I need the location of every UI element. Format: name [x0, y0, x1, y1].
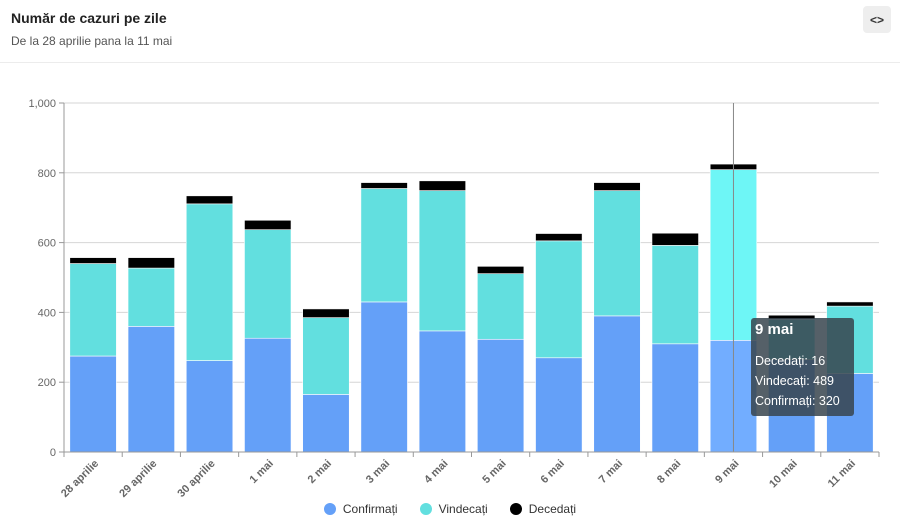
bar-decedati[interactable] — [418, 180, 466, 191]
tooltip-title: 9 mai — [755, 321, 794, 338]
bar-decedati[interactable] — [127, 257, 175, 269]
bar-decedati[interactable] — [302, 308, 350, 318]
bar-decedati[interactable] — [593, 182, 641, 191]
x-tick-label: 4 mai — [422, 458, 450, 486]
bar-vindecati[interactable] — [418, 190, 466, 332]
x-tick-label: 9 mai — [713, 458, 741, 486]
x-tick-label: 30 aprilie — [175, 458, 217, 500]
bar-vindecati[interactable] — [127, 267, 175, 327]
y-tick-label: 800 — [38, 168, 56, 180]
y-tick-label: 200 — [38, 377, 56, 389]
tooltip-line-confirmati: Confirmați: 320 — [755, 394, 840, 408]
bar-vindecati[interactable] — [69, 263, 117, 357]
bar-decedati[interactable] — [651, 232, 699, 246]
bar-vindecati[interactable] — [535, 240, 583, 359]
chart-header: Număr de cazuri pe zile De la 28 aprilie… — [0, 0, 900, 63]
chart-subtitle: De la 28 aprilie pana la 11 mai — [11, 34, 173, 48]
x-tick-label: 29 aprilie — [117, 458, 159, 500]
bar-vindecati[interactable] — [185, 203, 234, 361]
chart-tooltip: 9 mai Decedați: 16 Vindecați: 489 Confir… — [751, 318, 854, 416]
bar-confirmati[interactable] — [418, 330, 466, 453]
bar-vindecati[interactable] — [360, 188, 408, 303]
tooltip-line-decedati: Decedați: 16 — [755, 354, 826, 368]
bar-vindecati[interactable] — [593, 190, 641, 317]
x-tick-label: 5 mai — [480, 458, 508, 486]
legend-item-decedati[interactable]: Decedați — [509, 502, 577, 516]
legend-dot-decedati — [509, 503, 522, 515]
y-tick-label: 1,000 — [28, 98, 56, 110]
legend-item-vindecati[interactable]: Vindecați — [419, 502, 488, 516]
bar-vindecati[interactable] — [302, 317, 350, 395]
embed-code-button[interactable]: <> — [863, 6, 891, 33]
chart-title: Număr de cazuri pe zile — [11, 10, 167, 26]
x-tick-label: 10 mai — [767, 458, 800, 491]
bar-decedati[interactable] — [244, 219, 292, 230]
x-tick-label: 11 mai — [826, 458, 858, 490]
bar-confirmati[interactable] — [302, 394, 350, 453]
bar-confirmati[interactable] — [244, 337, 292, 453]
bar-decedati[interactable] — [69, 257, 117, 264]
bar-confirmati[interactable] — [185, 360, 234, 453]
bar-decedati[interactable] — [826, 301, 874, 307]
bar-decedati[interactable] — [477, 266, 525, 274]
chart-legend: Confirmați Vindecați Decedați — [0, 502, 900, 516]
y-tick-label: 0 — [50, 447, 56, 459]
bar-confirmati[interactable] — [535, 357, 583, 453]
legend-item-confirmati[interactable]: Confirmați — [323, 502, 398, 516]
bar-decedati[interactable] — [360, 182, 408, 189]
y-tick-label: 400 — [38, 307, 56, 319]
legend-label-decedati: Decedați — [528, 502, 577, 516]
bar-confirmati[interactable] — [69, 355, 117, 453]
bar-confirmati[interactable] — [127, 326, 175, 453]
x-tick-label: 6 mai — [539, 458, 567, 486]
x-tick-label: 3 mai — [364, 458, 392, 486]
bar-vindecati[interactable] — [477, 273, 525, 340]
bar-confirmati[interactable] — [651, 343, 699, 453]
x-tick-label: 1 mai — [247, 458, 275, 486]
bar-confirmati[interactable] — [593, 315, 641, 453]
y-tick-label: 600 — [38, 238, 56, 250]
x-tick-label: 28 aprilie — [59, 458, 101, 500]
x-tick-label: 8 mai — [655, 458, 683, 486]
legend-label-vindecati: Vindecați — [438, 502, 488, 516]
tooltip-line-vindecati: Vindecați: 489 — [755, 374, 834, 388]
bar-decedati[interactable] — [535, 233, 583, 242]
bar-confirmati[interactable] — [360, 301, 408, 453]
legend-dot-vindecati — [419, 503, 432, 515]
code-icon: <> — [869, 12, 884, 27]
x-tick-label: 2 mai — [306, 458, 334, 486]
x-tick-label: 7 mai — [597, 458, 625, 486]
bar-decedati[interactable] — [185, 195, 234, 205]
stacked-bar-chart: 0 200 400 600 800 1,000 28 aprilie 29 aprilie 30… — [28, 98, 880, 500]
bar-confirmati[interactable] — [477, 338, 525, 453]
bar-vindecati[interactable] — [244, 229, 292, 339]
legend-dot-confirmati — [323, 503, 336, 515]
legend-label-confirmati: Confirmați — [342, 502, 398, 516]
bar-vindecati[interactable] — [651, 245, 699, 345]
